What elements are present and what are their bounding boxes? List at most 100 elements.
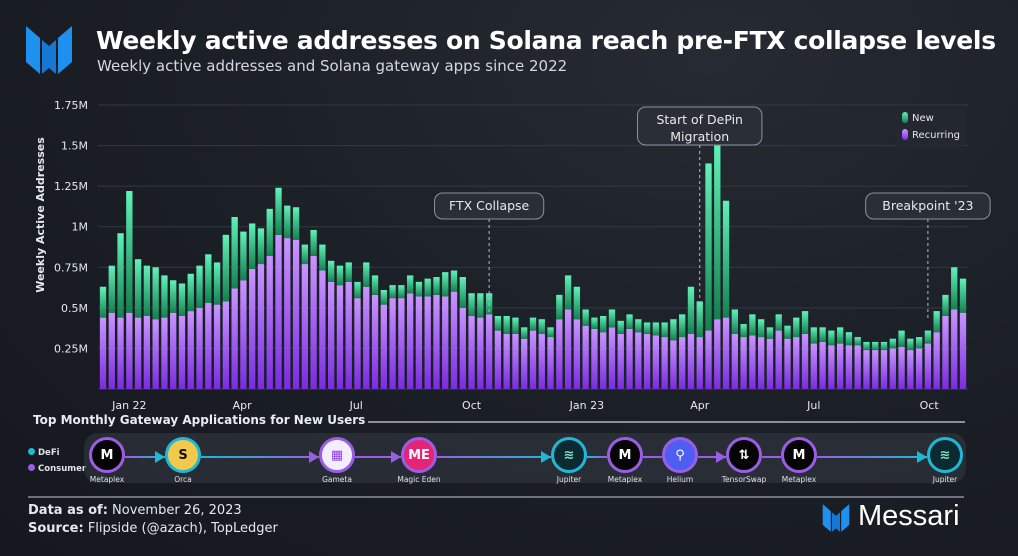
bar-new [538,319,545,334]
bar-new [740,324,747,338]
gateway-app-label: Orca [174,475,192,484]
bar-new [766,327,774,339]
timeline-connector [643,456,662,458]
bar-new [319,244,326,271]
bar-recurring [617,333,624,389]
gateway-app-label: Helium [666,475,694,484]
bar-recurring [784,338,791,389]
bar-new [275,187,282,235]
bar-new [687,286,695,334]
metaplex-logo-icon: M [607,437,643,473]
bar-new [722,200,730,318]
bar-recurring [907,350,914,389]
bar-new [731,309,738,334]
gateway-app-label: Metaplex [89,475,125,484]
bar-recurring [178,315,186,389]
messari-wordmark: Messari [858,500,960,532]
bar-recurring [740,337,747,389]
bar-recurring [696,337,703,389]
legend-defi: DeFi [28,448,60,458]
bar-recurring [652,335,660,389]
bar-new [705,163,712,331]
bar-recurring [301,264,308,389]
jupiter-logo-icon: ≋ [551,437,587,473]
bar-new [591,317,598,329]
timeline-connector [698,456,726,458]
bar-recurring [380,304,387,389]
bar-new [933,311,940,333]
bar-recurring [170,312,177,389]
gateway-app-label: Jupiter [932,475,958,484]
bar-recurring [915,348,923,389]
gateway-app-jupiter: ≋ Jupiter [910,437,980,484]
timeline-connector [587,456,607,458]
bar-recurring [793,337,800,389]
y-tick-label: 1M [72,221,89,234]
bar-recurring [705,330,712,389]
bar-new [880,341,888,351]
messari-logo-icon [26,26,72,74]
bar-recurring [538,333,545,389]
messari-footer-logo-icon [822,504,850,532]
bar-recurring [459,307,466,389]
bar-new [600,315,607,333]
bar-recurring [626,328,633,389]
bar-new [108,265,115,313]
bar-new [301,244,308,265]
bar-recurring [722,317,730,389]
bar-new [670,319,677,341]
bar-recurring [959,312,967,389]
bar-new [143,265,151,316]
legend-label-recurring: Recurring [912,130,960,141]
legend-consumer: Consumer [28,464,86,474]
bar-recurring [126,312,133,389]
bar-recurring [758,337,765,389]
bar-new [424,278,431,297]
bar-recurring [249,268,256,389]
bar-recurring [161,317,168,389]
bar-recurring [679,337,686,389]
bar-recurring [108,312,115,389]
annotation-box [434,192,545,220]
y-tick-label: 0.25M [54,342,88,355]
bar-recurring [450,291,458,389]
bar-recurring [635,332,642,389]
orca-logo-icon: S [165,437,201,473]
bar-recurring [608,327,616,389]
bar-new [547,327,554,338]
gateway-app-label: Metaplex [607,475,643,484]
bar-new [442,272,449,297]
bar-new [398,285,405,299]
bar-recurring [819,341,826,389]
bar-recurring [424,296,431,389]
bar-recurring [924,343,932,389]
bar-recurring [284,238,291,389]
bar-recurring [810,343,817,389]
bar-new [161,275,168,318]
bar-new [836,327,844,344]
bar-new [819,327,826,342]
bar-recurring [345,281,352,389]
gateway-app-orca: S Orca [148,437,218,484]
source-label: Source: [28,521,84,536]
bar-new [406,275,414,294]
legend-label-new: New [912,113,934,124]
gateway-app-label: Metaplex [781,475,817,484]
gateway-app-metaplex: M Metaplex [764,437,834,484]
weekly-active-addresses-chart: 0.25M 0.5M 0.75M 1M 1.25M 1.5M 1.75M Jan 22 Apr J… [34,99,991,412]
bar-recurring [801,333,809,389]
bar-new [389,285,396,299]
page-title: Weekly active addresses on Solana reach … [96,26,996,55]
legend: New Recurring [894,108,966,148]
bar-recurring [731,333,738,389]
bar-new [828,330,835,346]
bar-new [573,286,581,320]
legend-swatch-new [902,112,908,123]
legend-defi-label: DeFi [38,448,60,458]
bar-recurring [117,317,124,389]
bar-new [810,327,817,344]
annotation-box [637,106,763,146]
asof-value: November 26, 2023 [112,503,242,518]
bar-new [292,207,300,240]
bar-recurring [749,335,756,389]
